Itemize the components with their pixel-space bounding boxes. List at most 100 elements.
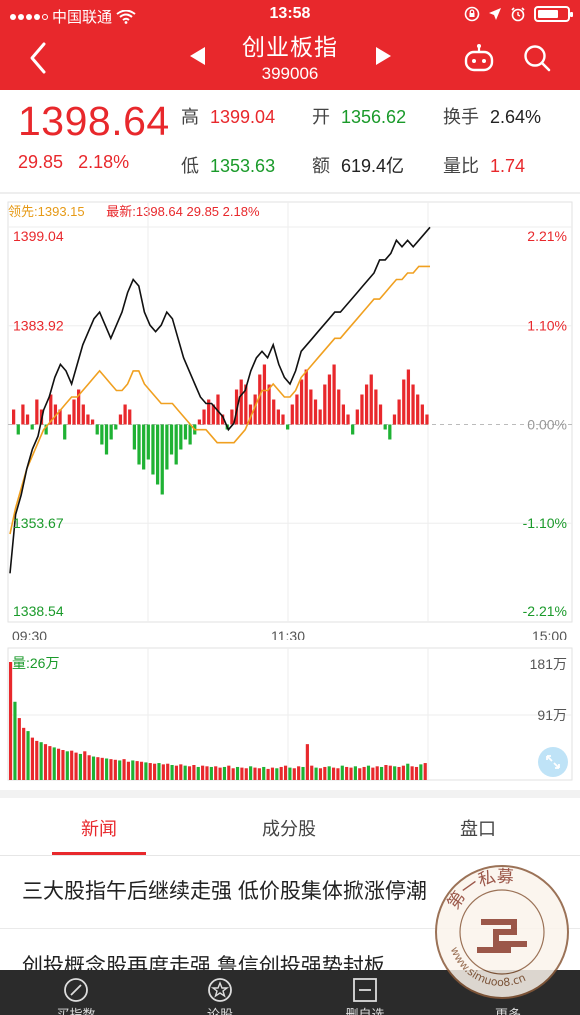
turnover-value: 2.64% (490, 107, 542, 127)
momentum-bar (67, 414, 71, 425)
buy-index-button[interactable]: 买指数 (46, 974, 106, 1015)
volume-bar (126, 761, 131, 780)
volume-bar (113, 759, 117, 780)
search-icon[interactable] (522, 43, 552, 73)
y-left-tick: 1383.92 (13, 318, 64, 334)
volume-bar (310, 765, 314, 780)
wifi-icon (116, 9, 136, 24)
momentum-bar (416, 394, 420, 425)
momentum-bar (383, 424, 387, 430)
volume-bar (222, 766, 227, 780)
tab-constituents[interactable]: 成分股 (262, 819, 316, 839)
momentum-bar (72, 399, 76, 425)
high-value: 1399.04 (210, 107, 276, 127)
volume-bar (227, 765, 231, 780)
momentum-bar (221, 414, 225, 425)
volume-bar (166, 763, 170, 780)
latest-change: 29.85 (186, 204, 220, 219)
back-icon[interactable] (24, 40, 54, 76)
volume-bar (266, 768, 270, 780)
quote-panel: 1398.64 29.85 2.18% 高 1399.04 开 1356.62 … (0, 90, 580, 192)
active-tab-indicator (52, 852, 146, 855)
volume-bar (118, 760, 122, 780)
momentum-bar (262, 364, 267, 425)
volume-bar (122, 759, 126, 780)
volume-bar (406, 763, 410, 780)
volume-bar (201, 765, 205, 780)
lead-line (9, 265, 430, 535)
intraday-price-chart[interactable]: 1399.04 1383.92 1353.67 1338.54 2.21% 1.10% 0.… (0, 195, 580, 640)
volume-bar (301, 766, 305, 780)
volume-bar (35, 740, 39, 780)
expand-chart-button[interactable] (538, 747, 568, 777)
volume-bar (270, 767, 275, 780)
lock-rotation-icon (464, 6, 480, 22)
volume-chart[interactable]: 量:26万 181万 91万 (0, 640, 580, 785)
volume-bar (170, 765, 174, 780)
amount-cell: 额 619.4亿 (312, 152, 404, 178)
momentum-bar (104, 424, 109, 455)
momentum-bar (169, 424, 174, 455)
open-label: 开 (312, 107, 330, 127)
tab-handicap[interactable]: 盘口 (460, 819, 496, 839)
remove-watchlist-button[interactable]: 删自选 (335, 974, 395, 1015)
tab-news[interactable]: 新闻 (81, 819, 117, 839)
momentum-bar (397, 399, 401, 425)
x-tick: 15:00 (532, 628, 567, 640)
momentum-bar (183, 424, 188, 440)
volume-bar (83, 751, 87, 780)
volume-bar (30, 737, 34, 780)
volume-bar (174, 765, 179, 780)
y-left-tick: 1399.04 (13, 228, 64, 244)
volume-bar (423, 763, 427, 780)
momentum-bar (179, 424, 183, 450)
momentum-bar (95, 424, 99, 435)
volume-bar (253, 767, 257, 780)
volume-bar (157, 763, 161, 780)
momentum-bar (337, 389, 341, 425)
open-value: 1356.62 (341, 107, 407, 127)
volume-ratio-label: 量比 (443, 156, 479, 176)
momentum-bar (114, 424, 118, 430)
volume-bar (13, 701, 17, 780)
tab-bar: 新闻 成分股 盘口 (0, 798, 580, 856)
divider (0, 192, 580, 194)
volume-bar (336, 768, 340, 780)
turnover-label: 换手 (443, 107, 479, 127)
signal-icon (10, 13, 48, 20)
title-block: 创业板指 399006 (0, 28, 580, 84)
volume-bar (78, 753, 82, 780)
volume-bar (262, 766, 266, 780)
more-button[interactable]: 更多 (478, 974, 538, 1015)
y-right-tick: 1.10% (527, 318, 567, 334)
expand-icon (546, 755, 560, 769)
momentum-bar (276, 409, 280, 425)
volume-bar (209, 766, 213, 780)
momentum-bar (295, 394, 299, 425)
compass-icon (64, 978, 88, 1002)
volume-bar (240, 767, 244, 780)
volume-bar (327, 766, 331, 780)
volume-bar (9, 662, 13, 780)
latest-label: 最新: (106, 204, 136, 219)
momentum-bar (53, 404, 58, 425)
volume-bar (257, 768, 261, 780)
robot-icon[interactable] (463, 43, 495, 73)
momentum-bar (239, 379, 243, 425)
momentum-bar (309, 389, 313, 425)
news-item[interactable]: 三大股指午后继续走强 低价股集体掀涨停潮 (22, 880, 427, 903)
momentum-bar (346, 414, 350, 425)
volume-bar (17, 718, 21, 780)
x-tick: 09:30 (12, 628, 47, 640)
news-divider (0, 928, 580, 929)
momentum-bar (188, 424, 192, 445)
price-change: 29.85 2.18% (18, 152, 139, 173)
high-label: 高 (181, 107, 199, 127)
discuss-button[interactable]: 论股 (190, 974, 250, 1015)
volume-bar (305, 744, 309, 780)
next-index-arrow[interactable] (376, 47, 391, 65)
volume-bar (401, 765, 405, 780)
volume-bar (331, 767, 336, 780)
momentum-bar (364, 384, 369, 425)
prev-index-arrow[interactable] (190, 47, 205, 65)
